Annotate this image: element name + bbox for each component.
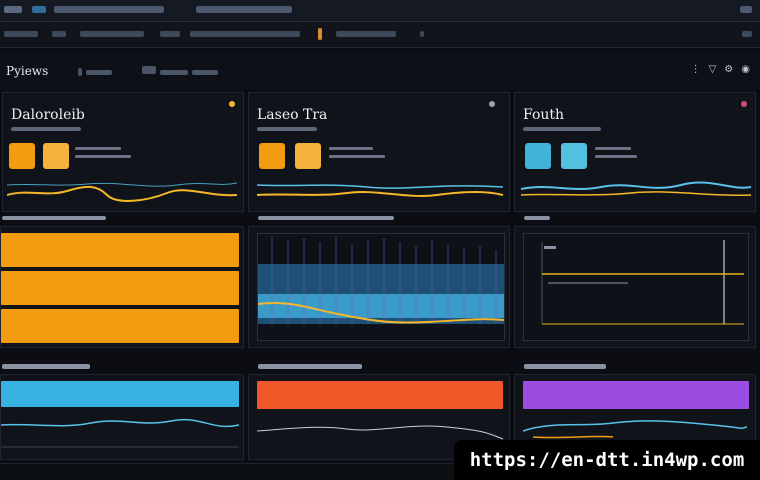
card-sparkline	[521, 181, 752, 197]
card-sparkline	[257, 184, 504, 197]
purple-sparkline	[523, 420, 748, 439]
card-tile	[9, 143, 35, 169]
section-label	[2, 364, 90, 369]
window-titlebar	[0, 0, 760, 22]
card-stat-line	[75, 155, 131, 158]
card-stat-line	[595, 155, 637, 158]
status-dot	[741, 101, 747, 107]
card-title: Daloroleib	[11, 107, 85, 123]
chart-area	[523, 233, 749, 341]
section-label	[2, 216, 106, 220]
card-1[interactable]: Daloroleib	[2, 92, 244, 212]
status-bar	[0, 463, 454, 480]
card-tile	[525, 143, 551, 169]
card-title: Laseo Tra	[257, 107, 328, 123]
card-tile	[43, 143, 69, 169]
blue-sparkline	[1, 419, 240, 448]
card-3[interactable]: Fouth	[514, 92, 756, 212]
card-stat-line	[595, 147, 631, 150]
line-chart	[541, 240, 744, 325]
filter-icon[interactable]: ▽	[708, 64, 717, 75]
orange-bar	[1, 271, 239, 305]
orange-bar	[1, 309, 239, 343]
card-subtitle	[523, 127, 601, 131]
watermark: https://en-dtt.in4wp.com	[454, 440, 760, 480]
chart-area	[257, 233, 505, 341]
card-stat-line	[75, 147, 121, 150]
card-subtitle	[11, 127, 81, 131]
card-2[interactable]: Laseo Tra	[248, 92, 510, 212]
status-dot	[229, 101, 235, 107]
card-tile	[295, 143, 321, 169]
header-icons: ⋮ ▽ ⚙ ◉	[691, 64, 750, 75]
section-label	[524, 364, 606, 369]
card-stat-line	[329, 155, 385, 158]
watermark-text: https://en-dtt.in4wp.com	[469, 449, 745, 471]
status-dot	[489, 101, 495, 107]
red-sparkline	[257, 425, 504, 440]
red-bar	[257, 381, 503, 409]
card-subtitle	[257, 127, 317, 131]
section-label	[258, 216, 394, 220]
blue-panel[interactable]	[0, 374, 244, 460]
line-chart-panel[interactable]	[514, 226, 756, 348]
app-header: Pyiews ⋮ ▽ ⚙ ◉	[0, 50, 760, 90]
settings-icon[interactable]: ⚙	[724, 64, 734, 75]
bar-chart	[257, 236, 505, 324]
blue-bar	[1, 381, 239, 407]
section-label	[524, 216, 550, 220]
card-sparkline	[7, 182, 238, 202]
section-label	[258, 364, 362, 369]
orange-bars-panel[interactable]	[0, 226, 244, 348]
card-title: Fouth	[523, 107, 565, 123]
notification-icon[interactable]: ◉	[741, 64, 750, 75]
bar-chart-panel[interactable]	[248, 226, 510, 348]
card-stat-line	[329, 147, 373, 150]
toolbar	[0, 22, 760, 48]
app-brand: Pyiews	[6, 64, 49, 78]
dots-icon[interactable]: ⋮	[690, 64, 701, 75]
purple-bar	[523, 381, 749, 409]
card-tile	[561, 143, 587, 169]
card-tile	[259, 143, 285, 169]
orange-bar	[1, 233, 239, 267]
